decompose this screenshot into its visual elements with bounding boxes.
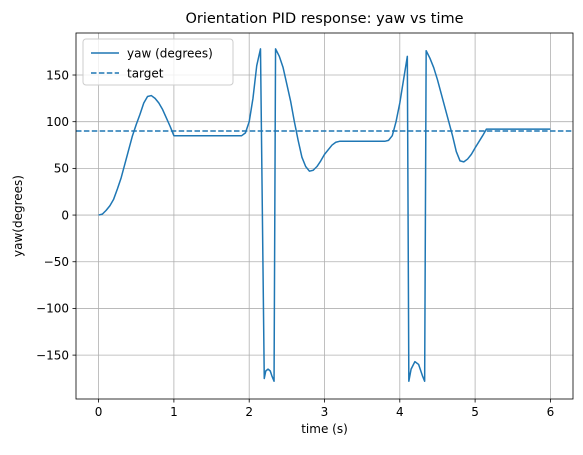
y-tick-label: −150 bbox=[36, 348, 69, 362]
x-tick-label: 2 bbox=[245, 405, 253, 419]
x-tick-label: 6 bbox=[547, 405, 555, 419]
y-tick-label: −100 bbox=[36, 302, 69, 316]
legend-label-target: target bbox=[127, 66, 164, 80]
y-tick-label: 50 bbox=[54, 162, 69, 176]
series-layer bbox=[76, 48, 573, 383]
legend-box bbox=[82, 38, 234, 86]
y-tick-label: 0 bbox=[61, 208, 69, 222]
grid bbox=[76, 33, 573, 399]
ticks: 0 1 2 3 4 5 6 −150 −100 −50 0 50 100 150 bbox=[36, 68, 554, 419]
x-tick-label: 4 bbox=[396, 405, 404, 419]
series-line-yaw bbox=[98, 48, 551, 383]
x-tick-label: 5 bbox=[471, 405, 479, 419]
x-tick-label: 0 bbox=[95, 405, 103, 419]
x-tick-label: 1 bbox=[170, 405, 178, 419]
legend-label-yaw: yaw (degrees) bbox=[127, 46, 213, 60]
y-tick-label: 150 bbox=[46, 68, 69, 82]
y-tick-label: −50 bbox=[44, 255, 69, 269]
y-axis-label: yaw(degrees) bbox=[11, 175, 25, 257]
x-tick-label: 3 bbox=[321, 405, 329, 419]
x-axis-label: time (s) bbox=[301, 422, 348, 436]
legend: yaw (degrees) target bbox=[82, 38, 234, 86]
chart-title: Orientation PID response: yaw vs time bbox=[185, 11, 463, 27]
y-tick-label: 100 bbox=[46, 115, 69, 129]
